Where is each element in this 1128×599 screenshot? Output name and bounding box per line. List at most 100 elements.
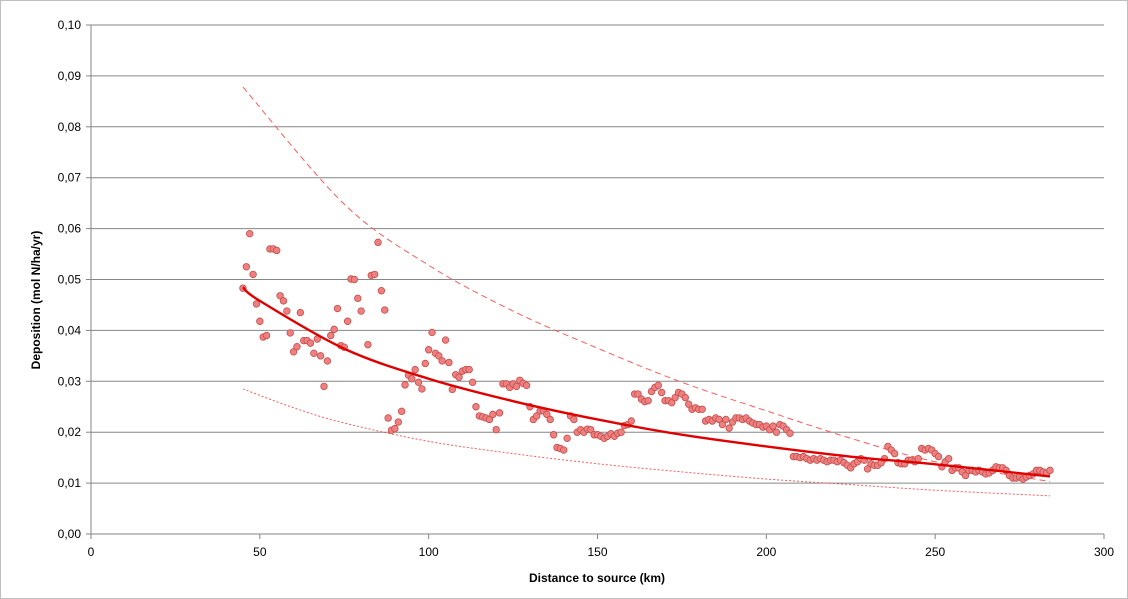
y-axis-title: Deposition (mol N/ha/yr): [29, 231, 43, 370]
data-point: [377, 286, 386, 295]
data-point: [549, 431, 558, 439]
data-point: [286, 329, 294, 337]
data-point: [276, 292, 284, 300]
data-point: [364, 340, 372, 349]
data-point: [418, 385, 426, 393]
data-point: [944, 454, 953, 463]
data-point: [546, 415, 554, 424]
data-point: [408, 375, 416, 383]
data-point: [465, 365, 473, 374]
data-point: [654, 381, 662, 390]
data-point: [1046, 466, 1054, 475]
x-tick-label: 150: [587, 545, 607, 559]
data-point: [246, 229, 254, 238]
y-tick-label: 0,03: [58, 374, 82, 388]
data-point: [681, 393, 689, 402]
data-point: [293, 342, 301, 351]
y-tick-labels: 0,00 0,01 0,02 0,03 0,04 0,05 0,06 0,07 0,08 0,09…: [58, 18, 82, 541]
data-point: [242, 263, 251, 271]
data-point: [289, 348, 298, 356]
y-tick-label: 0,04: [58, 323, 82, 337]
data-point: [772, 428, 781, 436]
x-tick-label: 50: [253, 545, 267, 559]
data-point: [543, 410, 551, 419]
data-point: [617, 428, 625, 436]
data-point: [533, 412, 541, 420]
y-tick-label: 0,01: [58, 476, 82, 490]
data-point: [384, 414, 392, 422]
data-point: [330, 325, 338, 334]
y-tick-label: 0,06: [58, 222, 82, 236]
data-point: [627, 417, 635, 425]
data-point: [863, 465, 872, 473]
data-point: [512, 382, 521, 391]
trend-line: [242, 286, 1051, 478]
data-point: [684, 400, 693, 408]
data-point: [391, 424, 399, 433]
data-point: [495, 409, 504, 417]
data-point: [357, 307, 365, 315]
data-point: [252, 300, 261, 308]
data-point: [468, 378, 477, 387]
data-point: [587, 425, 595, 434]
data-point: [333, 304, 342, 313]
data-point: [441, 336, 450, 344]
data-point: [320, 382, 328, 391]
data-point: [634, 390, 642, 398]
data-point: [354, 294, 362, 303]
data-point: [414, 378, 423, 387]
trend-line-group: [242, 286, 1051, 478]
axes: [86, 24, 1105, 539]
data-point: [644, 396, 652, 405]
data-point: [381, 306, 389, 314]
data-point: [310, 349, 318, 358]
band-lines: [242, 86, 1051, 497]
data-point: [262, 331, 271, 340]
data-point: [374, 238, 382, 247]
y-tick-label: 0,00: [58, 527, 82, 541]
x-tick-label: 200: [756, 545, 776, 559]
data-point: [397, 407, 406, 416]
data-point: [323, 357, 332, 365]
y-tick-label: 0,05: [58, 273, 82, 287]
data-point: [560, 446, 568, 454]
y-tick-label: 0,07: [58, 171, 82, 185]
data-point: [273, 246, 281, 255]
data-point: [769, 422, 777, 430]
x-tick-label: 300: [1094, 545, 1114, 559]
data-point: [786, 429, 794, 437]
data-point: [411, 365, 419, 374]
data-point: [485, 415, 494, 424]
data-point: [316, 352, 325, 360]
data-point: [668, 398, 676, 407]
data-point: [394, 418, 402, 426]
data-point: [421, 359, 429, 368]
y-tick-label: 0,10: [58, 18, 82, 32]
data-point: [445, 358, 453, 367]
data-point: [890, 449, 899, 458]
data-point: [698, 405, 706, 413]
x-tick-label: 100: [419, 545, 439, 559]
data-point: [472, 403, 480, 411]
data-point: [306, 339, 315, 347]
data-point: [718, 420, 727, 429]
data-point: [455, 373, 463, 381]
x-tick-label: 250: [925, 545, 945, 559]
data-point: [489, 410, 497, 419]
data-point: [570, 415, 578, 424]
grid-lines: [91, 24, 1104, 484]
y-tick-label: 0,08: [58, 120, 82, 134]
data-point: [492, 425, 500, 434]
x-axis-title: Distance to source (km): [529, 571, 665, 585]
data-point: [522, 381, 531, 390]
data-point: [296, 308, 305, 317]
data-point: [401, 381, 409, 389]
data-point: [435, 352, 443, 360]
data-point: [370, 270, 379, 279]
data-point: [279, 297, 288, 305]
data-point: [283, 307, 291, 315]
data-point: [934, 452, 943, 461]
data-point: [350, 275, 359, 284]
lower-band-line: [242, 388, 1050, 497]
